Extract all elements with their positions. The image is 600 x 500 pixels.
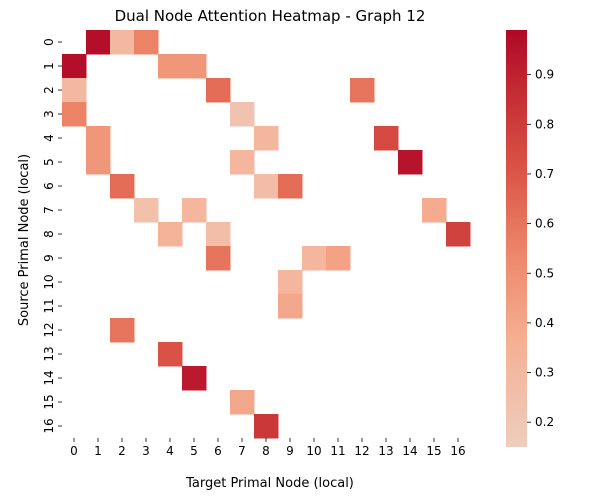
x-axis-label: Target Primal Node (local): [185, 476, 354, 491]
x-tick-label: 7: [238, 444, 246, 458]
x-axis-ticks: 0 1 2 3 4 5 6 7 8 9 10 11 12 13 14 15 16: [70, 438, 466, 458]
heatmap-cell-r5-c14: [398, 150, 423, 175]
heatmap-cell-r10-c9: [278, 270, 303, 295]
heatmap-cell-r6-c8: [254, 174, 279, 199]
y-tick-label: 16: [42, 418, 56, 433]
colorbar-tick-label: 0.6: [535, 217, 554, 231]
heatmap-cell-r3-c7: [230, 102, 255, 127]
y-tick-label: 15: [42, 394, 56, 409]
colorbar-tick-label: 0.3: [535, 366, 554, 380]
y-tick-label: 8: [42, 230, 56, 238]
y-tick-label: 3: [42, 110, 56, 118]
y-tick-label: 13: [42, 346, 56, 361]
y-tick-label: 11: [42, 298, 56, 313]
y-tick-label: 1: [42, 62, 56, 70]
heatmap-cell-r6-c9: [278, 174, 303, 199]
heatmap-cell-r4-c8: [254, 126, 279, 151]
y-tick-label: 0: [42, 38, 56, 46]
heatmap-cell-r3-c0: [62, 102, 87, 127]
heatmap-cell-r1-c5: [182, 54, 207, 79]
heatmap-cell-r0-c2: [110, 30, 135, 55]
y-tick-label: 10: [42, 274, 56, 289]
colorbar-tick-label: 0.2: [535, 415, 554, 429]
heatmap-cell-r14-c5: [182, 366, 207, 391]
y-tick-label: 12: [42, 322, 56, 337]
x-tick-label: 15: [426, 444, 441, 458]
y-tick-label: 5: [42, 158, 56, 166]
heatmap-cell-r13-c4: [158, 342, 183, 367]
x-tick-label: 9: [286, 444, 294, 458]
colorbar-tick-label: 0.8: [535, 117, 554, 131]
heatmap-cell-r9-c10: [302, 246, 327, 271]
heatmap-cell-r7-c5: [182, 198, 207, 223]
heatmap-cell-r8-c6: [206, 222, 231, 247]
heatmap-cell-r0-c1: [86, 30, 111, 55]
heatmap-cell-r4-c1: [86, 126, 111, 151]
heatmap-cell-r1-c0: [62, 54, 87, 79]
heatmap-cell-r12-c2: [110, 318, 135, 343]
heatmap-cell-r15-c7: [230, 390, 255, 415]
heatmap-cell-r7-c3: [134, 198, 159, 223]
x-tick-label: 2: [118, 444, 126, 458]
x-tick-label: 0: [70, 444, 78, 458]
y-tick-label: 2: [42, 86, 56, 94]
chart-title: Dual Node Attention Heatmap - Graph 12: [115, 7, 426, 25]
heatmap-cell-r11-c9: [278, 294, 303, 319]
heatmap-cell-r2-c0: [62, 78, 87, 103]
heatmap-cell-r7-c15: [422, 198, 447, 223]
x-tick-label: 10: [306, 444, 321, 458]
x-tick-label: 1: [94, 444, 102, 458]
y-axis-label: Source Primal Node (local): [17, 154, 32, 326]
heatmap-cell-r2-c6: [206, 78, 231, 103]
heatmap-cell-r6-c2: [110, 174, 135, 199]
heatmap-cell-r8-c4: [158, 222, 183, 247]
y-tick-label: 14: [42, 370, 56, 385]
colorbar-ticks: 0.2 0.3 0.4 0.5 0.6 0.7 0.8 0.9: [527, 68, 554, 429]
heatmap-cell-r9-c11: [326, 246, 351, 271]
heatmap-cell-r0-c3: [134, 30, 159, 55]
heatmap-cell-r1-c4: [158, 54, 183, 79]
x-tick-label: 3: [142, 444, 150, 458]
heatmap-cells: [62, 30, 471, 439]
heatmap-cell-r16-c8: [254, 414, 279, 439]
x-tick-label: 14: [402, 444, 417, 458]
x-tick-label: 8: [262, 444, 270, 458]
x-tick-label: 16: [450, 444, 465, 458]
x-tick-label: 13: [378, 444, 393, 458]
x-tick-label: 12: [354, 444, 369, 458]
x-tick-label: 5: [190, 444, 198, 458]
heatmap-cell-r4-c13: [374, 126, 399, 151]
y-tick-label: 7: [42, 206, 56, 214]
colorbar-tick-label: 0.5: [535, 266, 554, 280]
x-tick-label: 4: [166, 444, 174, 458]
y-tick-label: 4: [42, 134, 56, 142]
colorbar-tick-label: 0.4: [535, 316, 554, 330]
colorbar-tick-label: 0.9: [535, 68, 554, 82]
colorbar: [506, 30, 527, 447]
heatmap-cell-r2-c12: [350, 78, 375, 103]
heatmap-cell-r8-c16: [446, 222, 471, 247]
y-tick-label: 9: [42, 254, 56, 262]
heatmap-cell-r9-c6: [206, 246, 231, 271]
x-tick-label: 11: [330, 444, 345, 458]
y-tick-label: 6: [42, 182, 56, 190]
heatmap-cell-r5-c7: [230, 150, 255, 175]
x-tick-label: 6: [214, 444, 222, 458]
colorbar-tick-label: 0.7: [535, 167, 554, 181]
heatmap-cell-r5-c1: [86, 150, 111, 175]
